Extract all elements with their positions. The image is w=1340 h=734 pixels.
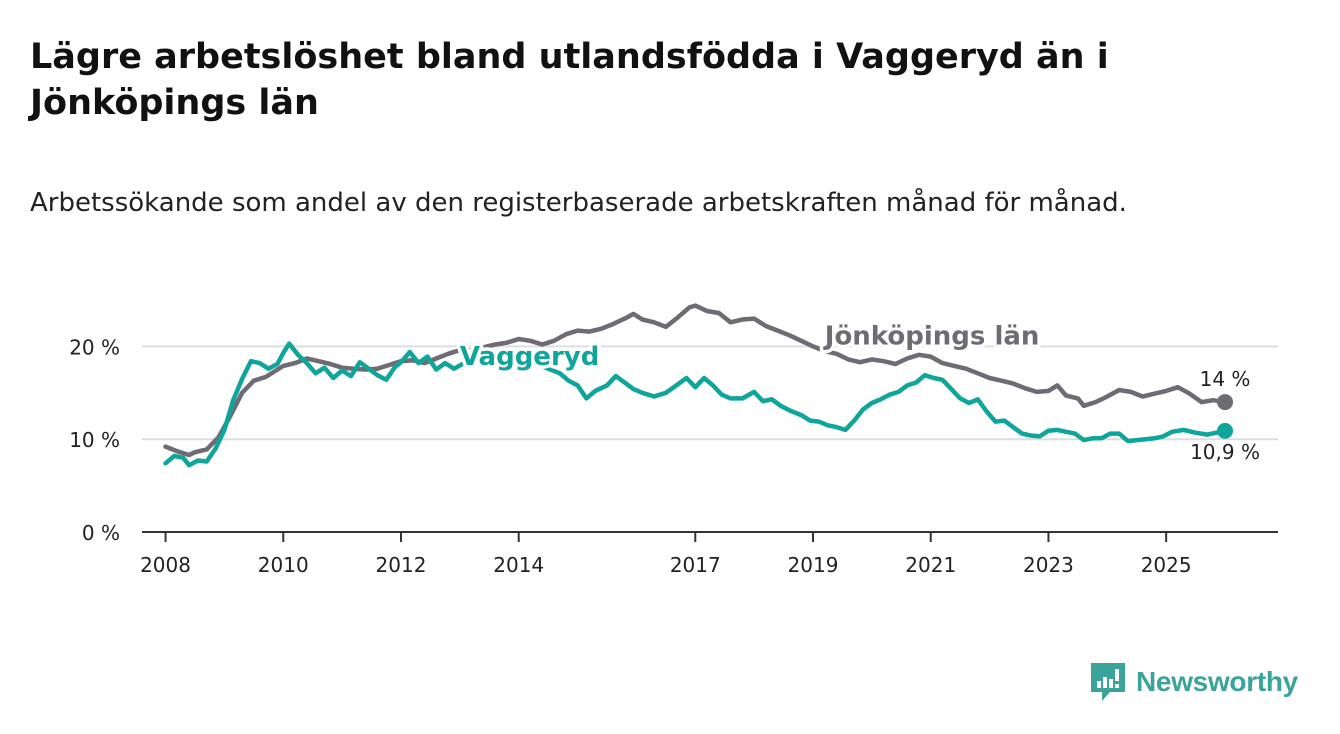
x-axis: 2008 2010 2012 2014 2017 2019 2021 2023 2025 [140, 531, 1278, 577]
y-tick-label: 10 % [69, 428, 120, 452]
x-tick-label: 2017 [670, 553, 721, 577]
x-tick-label: 2025 [1141, 553, 1192, 577]
x-tick-label: 2023 [1023, 553, 1074, 577]
x-tick-label: 2021 [905, 553, 956, 577]
x-tick-label: 2012 [376, 553, 427, 577]
series-line-j-nk-pings-l-n [163, 303, 1228, 458]
series-name-label-vaggeryd: Vaggeryd [460, 342, 599, 372]
chart-title: Lägre arbetslöshet bland utlandsfödda i … [30, 37, 1109, 123]
series-end-point-vaggeryd [1217, 422, 1234, 439]
series-end-label-j-nk-pings-l-n: 14 % [1200, 367, 1251, 391]
series-end-label-vaggeryd: 10,9 % [1190, 440, 1260, 464]
y-axis-ticks: 0 % 10 % 20 % [69, 335, 120, 545]
x-tick-label: 2019 [788, 553, 839, 577]
brand-name: Newsworthy [1136, 666, 1298, 697]
x-tick-label: 2008 [140, 553, 191, 577]
x-tick-label: 2010 [258, 553, 309, 577]
y-tick-label: 20 % [69, 335, 120, 359]
series-lines: 14 % 10,9 % [163, 303, 1260, 468]
series-end-point-j-nk-pings-l-n [1217, 394, 1234, 411]
series-line-vaggeryd [163, 341, 1228, 468]
series-name-label-j-nk-pings-l-n: Jönköpings län [823, 322, 1040, 352]
newsworthy-logo: Newsworthy [1088, 660, 1298, 704]
series-labels: Jönköpings län Vaggeryd [456, 318, 1043, 375]
chart-subtitle: Arbetssökande som andel av den registerb… [30, 188, 1127, 218]
newsworthy-logo-icon [1091, 663, 1125, 701]
y-tick-label: 0 % [82, 521, 120, 545]
x-tick-label: 2014 [493, 553, 544, 577]
